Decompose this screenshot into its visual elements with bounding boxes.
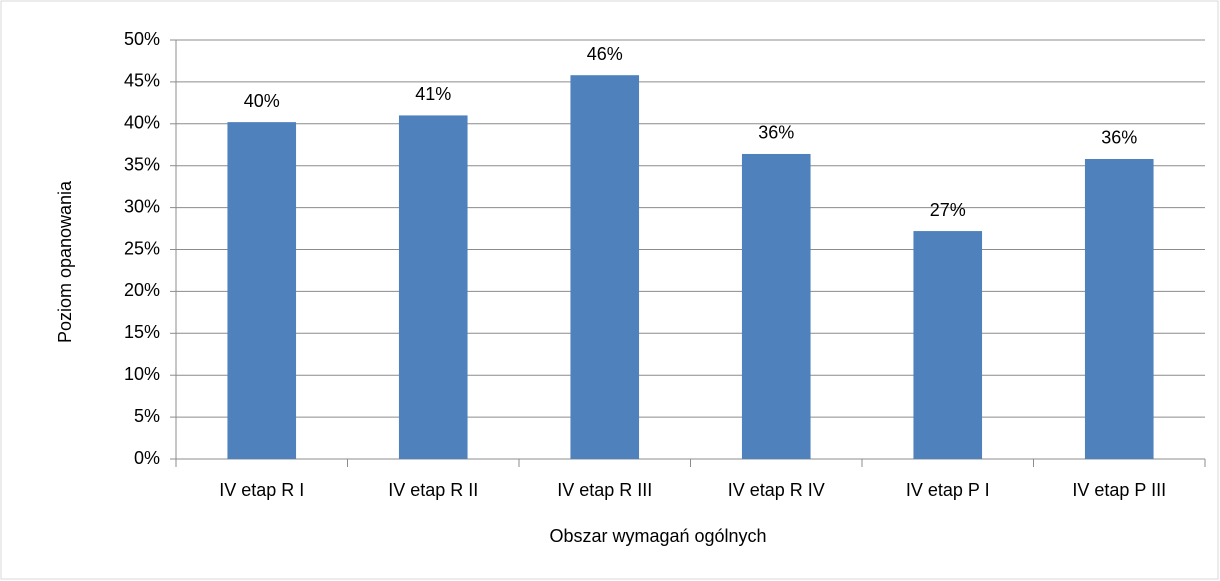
data-label: 36% xyxy=(758,123,794,143)
y-tick-label: 30% xyxy=(124,196,160,216)
y-tick-label: 50% xyxy=(124,29,160,49)
x-tick-label: IV etap P I xyxy=(906,480,990,500)
y-tick-label: 5% xyxy=(134,406,160,426)
bar xyxy=(913,231,983,459)
bar xyxy=(398,115,468,460)
x-tick-label: IV etap R I xyxy=(219,480,304,500)
x-tick-label: IV etap R II xyxy=(388,480,478,500)
data-label: 40% xyxy=(244,91,280,111)
y-tick-label: 40% xyxy=(124,113,160,133)
bar xyxy=(570,75,640,460)
y-tick-label: 20% xyxy=(124,280,160,300)
bar xyxy=(1084,158,1154,459)
x-tick-label: IV etap R IV xyxy=(728,480,825,500)
data-label: 27% xyxy=(930,200,966,220)
y-tick-label: 10% xyxy=(124,364,160,384)
x-tick-label: IV etap R III xyxy=(557,480,652,500)
data-label: 36% xyxy=(1101,128,1137,148)
data-label: 46% xyxy=(587,44,623,64)
y-tick-label: 35% xyxy=(124,154,160,174)
y-tick-label: 45% xyxy=(124,71,160,91)
x-axis-label: Obszar wymagań ogólnych xyxy=(549,526,766,546)
y-tick-label: 0% xyxy=(134,448,160,468)
bar xyxy=(227,122,297,460)
data-label: 41% xyxy=(415,84,451,104)
bar xyxy=(741,153,811,459)
x-tick-label: IV etap P III xyxy=(1072,480,1166,500)
y-tick-label: 25% xyxy=(124,238,160,258)
y-tick-label: 15% xyxy=(124,322,160,342)
y-axis-label: Poziom opanowania xyxy=(55,180,75,343)
